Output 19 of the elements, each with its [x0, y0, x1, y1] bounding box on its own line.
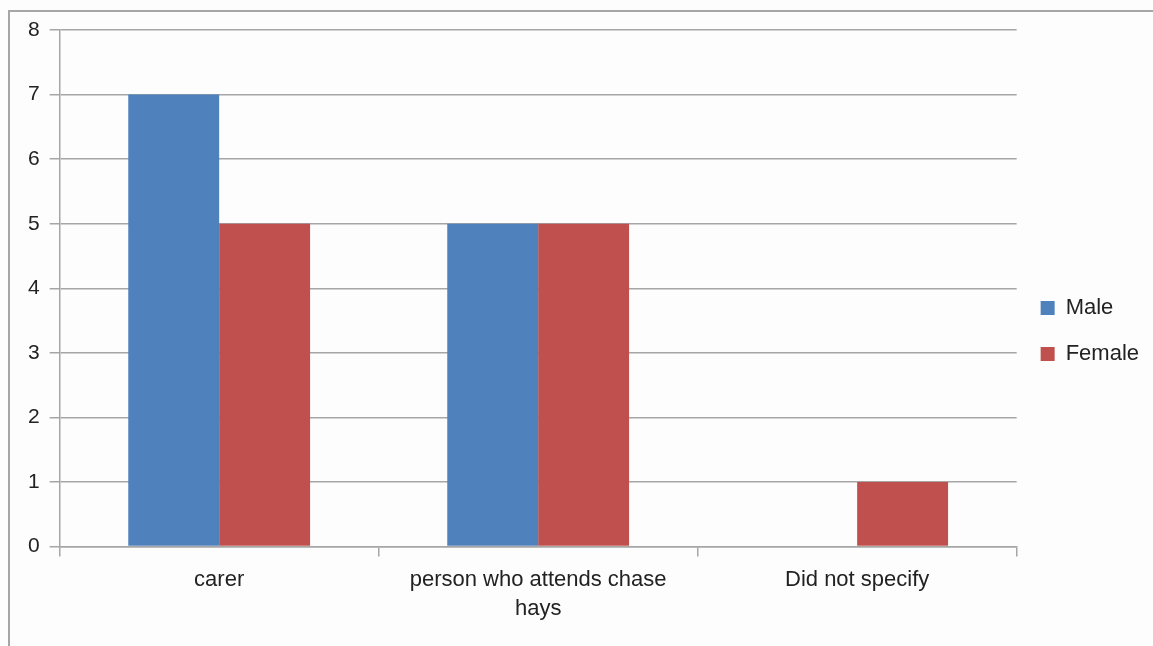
x-tick-label: Did not specify: [785, 565, 930, 591]
y-tick-label: 1: [27, 468, 40, 492]
y-tick-label: 2: [27, 404, 40, 428]
y-tick-label: 4: [27, 275, 40, 299]
legend-label: Male: [1065, 294, 1114, 320]
x-tick-label: person who attends chase hays: [409, 565, 667, 621]
y-tick-label: 3: [27, 339, 40, 363]
x-tick-label: carer: [194, 565, 245, 591]
bar: [857, 482, 949, 546]
bar: [219, 223, 311, 546]
y-tick-label: 0: [27, 533, 40, 557]
bar: [128, 94, 220, 546]
y-tick-label: 8: [27, 16, 40, 40]
y-tick-label: 5: [27, 210, 40, 234]
y-tick-label: 6: [27, 145, 40, 169]
bar: [538, 223, 630, 546]
y-tick-label: 7: [27, 81, 40, 105]
bar: [447, 223, 539, 546]
legend-label: Female: [1065, 340, 1139, 366]
